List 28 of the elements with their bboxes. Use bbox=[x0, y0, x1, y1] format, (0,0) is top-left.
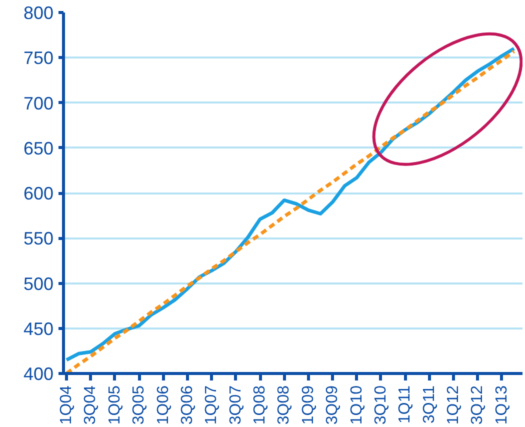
x-tick-label: 1Q05 bbox=[106, 385, 124, 425]
x-tick-label: 1Q13 bbox=[493, 385, 510, 425]
y-tick-label: 700 bbox=[23, 93, 54, 114]
y-tick-label: 400 bbox=[23, 364, 54, 384]
x-tick-label: 3Q10 bbox=[372, 385, 390, 425]
y-tick-label: 800 bbox=[23, 3, 54, 23]
x-tick-label: 1Q07 bbox=[203, 385, 220, 425]
y-tick-label: 600 bbox=[23, 184, 54, 204]
x-tick-label: 1Q12 bbox=[445, 385, 462, 425]
x-tick-label: 3Q12 bbox=[469, 385, 486, 425]
x-tick-label: 1Q11 bbox=[396, 385, 414, 424]
x-tick-label: 3Q07 bbox=[227, 385, 244, 425]
x-tick-label: 1Q09 bbox=[300, 385, 317, 425]
x-tick-label: 1Q08 bbox=[252, 385, 269, 425]
x-tick-label: 3Q06 bbox=[178, 385, 196, 425]
y-tick-label: 550 bbox=[23, 228, 54, 249]
x-tick-label: 3Q09 bbox=[324, 385, 342, 425]
y-tick-label: 750 bbox=[23, 48, 54, 68]
y-tick-label: 650 bbox=[23, 138, 54, 158]
x-tick-label: 1Q10 bbox=[348, 385, 366, 425]
x-tick-label: 3Q08 bbox=[276, 385, 293, 425]
x-tick-label: 3Q05 bbox=[130, 385, 148, 425]
y-tick-label: 500 bbox=[23, 274, 54, 294]
x-tick-label: 1Q06 bbox=[154, 385, 172, 425]
x-tick-label: 3Q11 bbox=[420, 385, 438, 424]
x-tick-label: 1Q04 bbox=[58, 385, 76, 425]
y-tick-label: 450 bbox=[23, 318, 54, 339]
x-tick-label: 3Q04 bbox=[82, 385, 100, 425]
